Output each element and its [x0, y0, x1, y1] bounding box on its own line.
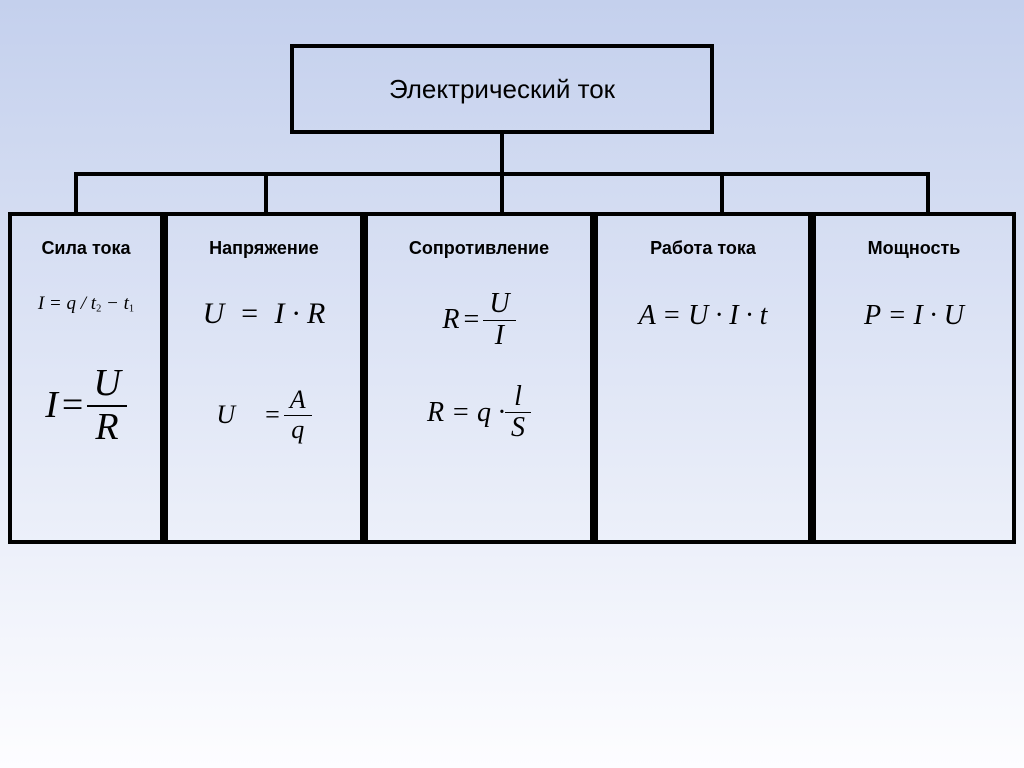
fraction: UI — [483, 289, 515, 352]
fraction-num: U — [483, 289, 515, 321]
column-4: Мощность P = I · U — [812, 212, 1016, 544]
formula: P = I · U — [816, 301, 1012, 332]
connector-c3_v — [500, 172, 504, 212]
connector-c5_v — [926, 172, 930, 212]
formula: A = U · I · t — [598, 301, 808, 332]
equals-sign: = — [464, 304, 480, 335]
connector-c2_v — [264, 172, 268, 212]
column-2: Сопротивление R=UI R = q ·lS — [364, 212, 594, 544]
column-heading: Напряжение — [168, 238, 360, 259]
column-3: Работа тока A = U · I · t — [594, 212, 812, 544]
connector-main_v — [500, 134, 504, 172]
column-1: Напряжение U = I · R U =Aq — [164, 212, 364, 544]
fraction-den: q — [284, 416, 312, 445]
column-heading: Сила тока — [12, 238, 160, 259]
formula-lhs: R = q · — [427, 396, 505, 427]
formula: U =Aq — [168, 386, 360, 444]
equals-sign: = — [265, 400, 280, 429]
column-heading: Работа тока — [598, 238, 808, 259]
title-box: Электрический ток — [290, 44, 714, 134]
column-heading: Сопротивление — [368, 238, 590, 259]
connector-c4_v — [720, 172, 724, 212]
fraction: UR — [87, 363, 126, 449]
fraction: Aq — [284, 386, 312, 444]
formula: U = I · R — [168, 297, 360, 330]
equals-sign: = — [62, 384, 83, 426]
formula: I=UR — [12, 363, 160, 449]
fraction-num: A — [284, 386, 312, 416]
formula-lhs: R — [442, 304, 459, 335]
fraction-den: R — [87, 407, 126, 449]
formula-text: A = U · I · t — [639, 300, 768, 331]
fraction-num: l — [505, 382, 531, 414]
fraction-num: U — [87, 363, 126, 407]
formula: R=UI — [368, 289, 590, 352]
fraction-den: I — [483, 321, 515, 352]
formula-lhs: I — [45, 384, 58, 426]
formula-text: P = I · U — [864, 300, 964, 331]
formula: I = q / t2 − t1 — [12, 294, 160, 315]
formula: R = q ·lS — [368, 382, 590, 445]
column-heading: Мощность — [816, 238, 1012, 259]
connector-c1_v — [74, 172, 78, 212]
column-0: Сила тока I = q / t2 − t1 I=UR — [8, 212, 164, 544]
formula-text: U = I · R — [203, 297, 326, 330]
formula-lhs: U — [216, 400, 261, 429]
formula-text: I = q / t2 − t1 — [38, 293, 134, 314]
fraction-den: S — [505, 413, 531, 444]
fraction: lS — [505, 382, 531, 445]
title-text: Электрический ток — [389, 74, 615, 105]
